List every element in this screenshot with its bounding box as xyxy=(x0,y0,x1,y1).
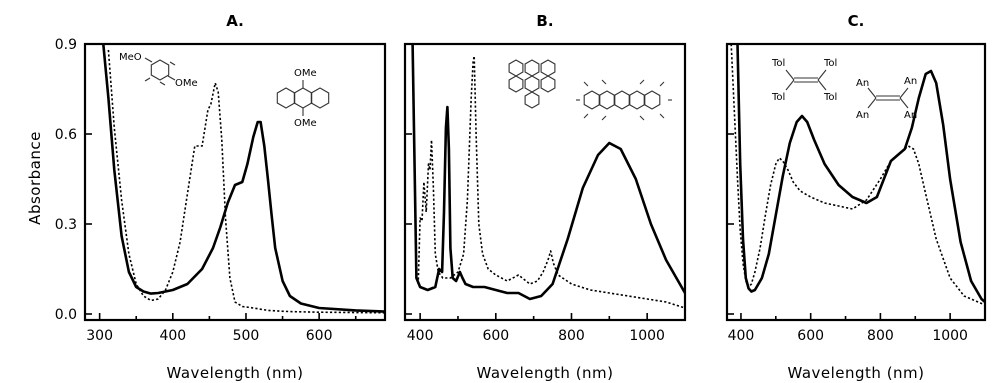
x-axis-label: Wavelength (nm) xyxy=(166,364,303,382)
x-tick-label: 500 xyxy=(233,328,260,344)
structure-label: Tol xyxy=(771,58,785,69)
y-tick-label: 0.6 xyxy=(55,127,77,143)
structure-label: OMe xyxy=(294,118,317,129)
ring-shape xyxy=(540,75,556,93)
x-tick-label: 1000 xyxy=(629,328,665,344)
ring-shape xyxy=(628,90,646,110)
panel-2: B. 400 600 800 1000 Wavelength (nm) xyxy=(403,12,687,382)
plot-frame xyxy=(725,42,987,322)
structure-label: Tol xyxy=(771,92,785,103)
ring-shape xyxy=(540,59,556,77)
x-axis-label: Wavelength (nm) xyxy=(787,364,924,382)
series-group xyxy=(102,44,385,314)
structure-polycyclic-aromatic xyxy=(508,59,556,109)
panel-title: A. xyxy=(226,12,244,30)
x-tick-label: 800 xyxy=(558,328,585,344)
structure-label: An xyxy=(856,110,869,121)
x-tick-label: 800 xyxy=(867,328,894,344)
structure-label: OMe xyxy=(294,68,317,79)
ring-shape xyxy=(508,59,524,77)
ring-shape xyxy=(524,59,540,77)
structure-label: MeO xyxy=(119,52,142,63)
structure-dimethoxyanthracene: OMe OMe xyxy=(276,68,330,129)
structure-label: OMe xyxy=(175,78,198,89)
panel-3: C. 400 600 800 1000 Wavelength (nm) xyxy=(725,12,987,382)
structure-dimethoxybenzene: MeO OMe xyxy=(119,52,198,89)
structure-label: An xyxy=(904,76,917,87)
y-tick-label: 0.0 xyxy=(55,307,77,323)
ring-shape xyxy=(293,87,313,109)
dotted-series-line xyxy=(730,44,985,306)
x-tick-label: 1000 xyxy=(932,328,968,344)
ring-shape xyxy=(598,90,616,110)
structure-tetratolylethylene: Tol Tol Tol Tol xyxy=(771,58,837,103)
structure-label: Tol xyxy=(823,92,837,103)
x-tick-label: 600 xyxy=(482,328,509,344)
structure-label: Tol xyxy=(823,58,837,69)
x-axis-label: Wavelength (nm) xyxy=(476,364,613,382)
ring-shape xyxy=(643,90,661,110)
y-tick-label: 0.3 xyxy=(55,217,77,233)
ring-shape xyxy=(150,59,170,81)
ring-shape xyxy=(310,87,330,109)
x-tick-label: 400 xyxy=(728,328,755,344)
x-tick-label: 600 xyxy=(797,328,824,344)
plot-frame xyxy=(403,42,687,322)
dotted-series-line xyxy=(417,55,685,309)
ring-shape xyxy=(613,90,631,110)
series-group xyxy=(411,44,685,309)
ring-shape xyxy=(276,87,296,109)
structure-label: An xyxy=(904,110,917,121)
y-axis-label: Absorbance xyxy=(26,131,44,225)
x-tick-label: 400 xyxy=(407,328,434,344)
chart-panels: A. 300 400 500 600 0.0 0.3 0.6 0.9 Wavelength (nm… xyxy=(55,12,987,382)
ring-shape xyxy=(583,90,601,110)
series-group xyxy=(730,44,985,306)
panel-1: A. 300 400 500 600 0.0 0.3 0.6 0.9 Wavelength (nm… xyxy=(55,12,387,382)
solid-series-line xyxy=(736,44,985,304)
y-tick-label: 0.9 xyxy=(55,37,77,53)
structure-tetramethyl-tetracene xyxy=(576,79,672,121)
dotted-series-line xyxy=(107,49,385,314)
ring-shape xyxy=(524,91,540,109)
plot-frame xyxy=(83,42,387,322)
panel-title: C. xyxy=(848,12,865,30)
x-tick-label: 400 xyxy=(159,328,186,344)
x-tick-label: 300 xyxy=(86,328,113,344)
structure-tetraanisylethylene: An An An An xyxy=(856,76,917,121)
x-tick-label: 600 xyxy=(306,328,333,344)
structure-label: An xyxy=(856,78,869,89)
solid-series-line xyxy=(102,44,385,313)
solid-series-line xyxy=(411,44,685,301)
ring-shape xyxy=(508,75,524,93)
ring-shape xyxy=(524,75,540,93)
panel-title: B. xyxy=(536,12,553,30)
